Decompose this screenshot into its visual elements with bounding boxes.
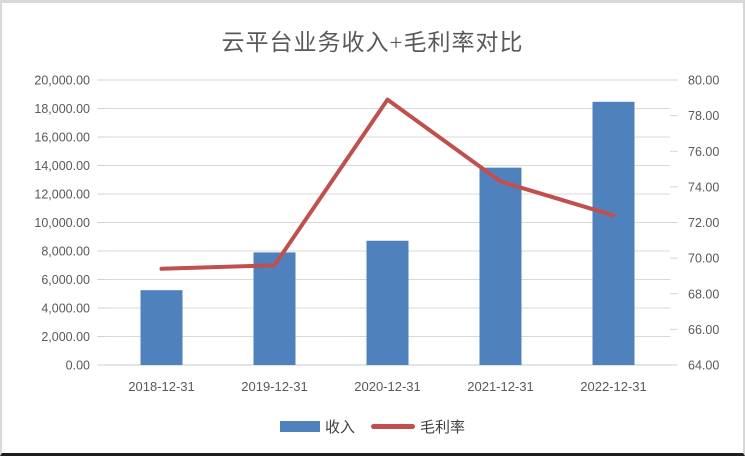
left-axis-tick-label: 8,000.00 [41,245,90,259]
right-axis-tick-label: 66.00 [688,323,719,337]
revenue-legend-swatch [279,421,320,432]
left-axis-tick-label: 14,000.00 [34,159,90,173]
left-axis-tick-label: 12,000.00 [34,188,90,202]
right-axis-tick-label: 80.00 [688,74,719,88]
x-axis-category-label: 2021-12-31 [467,379,534,394]
chart-legend: 收入 毛利率 [2,416,743,437]
right-axis-tick-label: 64.00 [688,359,719,373]
right-axis-tick-label: 68.00 [688,287,719,301]
x-axis-category-label: 2019-12-31 [241,379,308,394]
chart-title: 云平台业务收入+毛利率对比 [221,30,524,55]
gross-margin-legend-label: 毛利率 [420,420,466,436]
left-axis-tick-label: 2,000.00 [41,330,90,344]
right-axis-tick-label: 72.00 [688,216,719,230]
left-axis-tick-label: 20,000.00 [34,74,90,88]
legend-item-revenue: 收入 [279,416,355,437]
x-axis-category-label: 2022-12-31 [580,379,647,394]
x-axis-category-label: 2018-12-31 [128,379,195,394]
left-axis-tick-label: 18,000.00 [34,102,90,116]
left-axis-tick-label: 10,000.00 [34,216,90,230]
revenue-bar [366,240,409,365]
legend-item-gross-margin: 毛利率 [371,416,465,437]
gross-margin-legend-swatch [371,424,415,429]
revenue-bar [140,290,183,365]
left-axis-tick-label: 16,000.00 [34,131,90,145]
combo-chart-plot: 20,000.00 18,000.00 16,000.00 14,000.00 12,0… [34,74,719,395]
gross-margin-line [159,97,616,271]
right-axis-tick-label: 76.00 [688,145,719,159]
revenue-legend-label: 收入 [324,420,355,436]
x-axis-category-label: 2020-12-31 [354,379,421,394]
revenue-bar [592,101,635,366]
right-axis-tick-label: 74.00 [688,180,719,194]
right-axis-tick-label: 78.00 [688,109,719,123]
revenue-bar [253,252,296,365]
revenue-bar [479,167,522,365]
right-axis-tick-label: 70.00 [688,252,719,266]
left-axis-tick-label: 4,000.00 [41,302,90,316]
left-axis-tick-label: 0.00 [66,359,90,373]
left-axis-tick-label: 6,000.00 [41,273,90,287]
